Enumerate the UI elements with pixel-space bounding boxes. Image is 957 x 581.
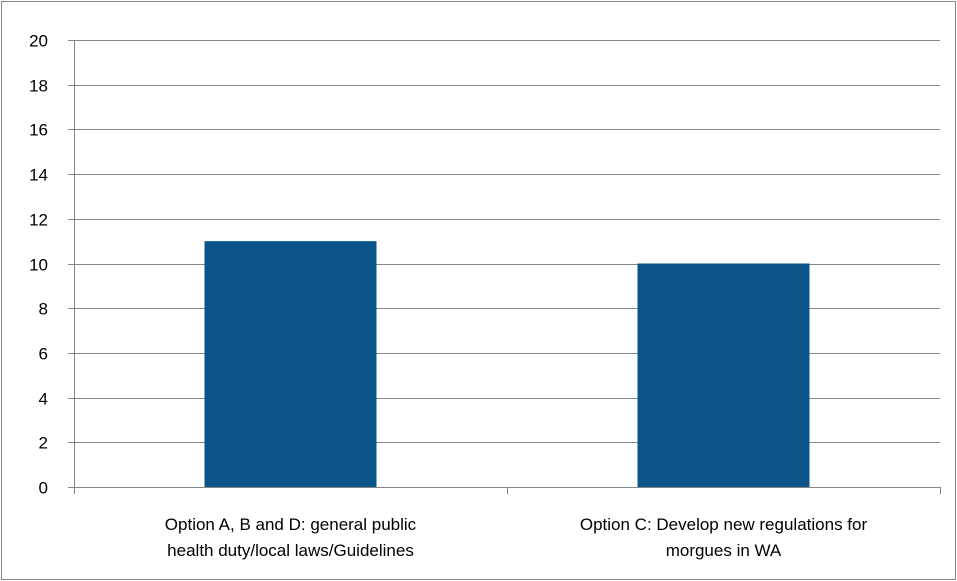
x-category-label-line: morgues in WA [666,541,782,560]
y-tick-label: 0 [39,479,48,498]
y-tick-label: 16 [29,121,48,140]
y-tick-label: 14 [29,166,48,185]
y-tick-label: 2 [39,434,48,453]
y-tick-label: 18 [29,77,48,96]
y-tick-label: 20 [29,32,48,51]
x-category-label-line: Option C: Develop new regulations for [580,515,868,534]
bar [204,241,377,487]
x-category-labels: Option A, B and D: general public health … [165,515,868,560]
y-tick-labels: 0 2 4 6 8 10 12 14 16 18 20 [29,32,48,498]
bar [637,263,810,487]
y-tick-label: 10 [29,256,48,275]
x-category-label-line: health duty/local laws/Guidelines [167,541,414,560]
bars [204,241,810,487]
axes [68,40,941,494]
y-tick-label: 8 [39,300,48,319]
y-tick-label: 4 [39,390,48,409]
x-category-label-line: Option A, B and D: general public [165,515,417,534]
x-category-label: Option C: Develop new regulations for mor… [580,515,868,560]
gridlines [74,40,940,443]
y-tick-label: 6 [39,345,48,364]
x-category-label: Option A, B and D: general public health … [165,515,417,560]
y-tick-label: 12 [29,211,48,230]
